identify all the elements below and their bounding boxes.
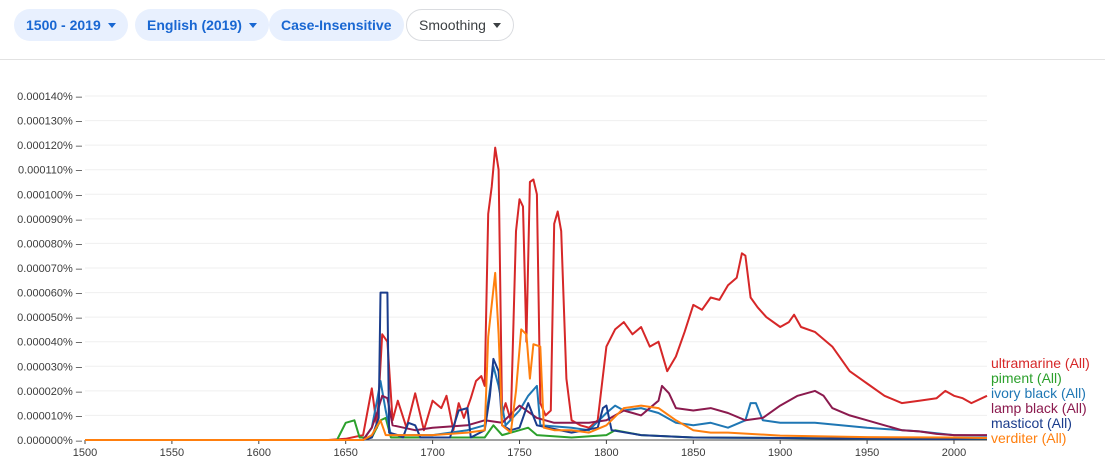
y-tick-label: 0.000110% – — [18, 165, 83, 177]
corpus-dropdown[interactable]: English (2019) — [135, 9, 269, 41]
chart-legend: ultramarine (All)piment (All)ivory black… — [991, 355, 1090, 446]
chevron-down-icon — [107, 22, 116, 28]
series-line-masticot[interactable] — [85, 291, 988, 441]
y-axis: 0.000000% – 0.000010% – 0.000020% – 0.00003… — [17, 91, 83, 447]
x-tick-label: 1850 — [681, 447, 705, 459]
x-tick-label: 1900 — [768, 447, 792, 459]
y-tick-label: 0.000100% – — [17, 189, 83, 201]
x-tick-label: 2000 — [942, 447, 966, 459]
y-tick-label: 0.000130% – — [17, 116, 83, 128]
case-insensitive-toggle[interactable]: Case-Insensitive — [269, 9, 404, 41]
legend-piment[interactable]: piment (All) — [991, 370, 1062, 386]
case-label: Case-Insensitive — [281, 17, 392, 33]
legend-lamp-black[interactable]: lamp black (All) — [991, 400, 1087, 416]
legend-ultramarine[interactable]: ultramarine (All) — [991, 355, 1090, 371]
y-tick-label: 0.000010% – — [17, 410, 83, 422]
x-tick-label: 1550 — [160, 447, 184, 459]
chevron-down-icon — [248, 22, 257, 28]
legend-ivory-black[interactable]: ivory black (All) — [991, 385, 1086, 401]
y-tick-label: 0.000120% – — [17, 140, 83, 152]
y-tick-label: 0.000000% – — [17, 435, 83, 447]
y-tick-label: 0.000080% – — [17, 238, 83, 250]
y-tick-label: 0.000070% – — [17, 263, 83, 275]
y-tick-label: 0.000060% – — [17, 288, 83, 300]
y-tick-label: 0.000030% – — [17, 361, 83, 373]
chart-series — [85, 146, 988, 441]
year-range-label: 1500 - 2019 — [26, 17, 101, 33]
series-line-lamp-black[interactable] — [85, 384, 987, 441]
corpus-label: English (2019) — [147, 17, 242, 33]
y-tick-label: 0.000040% – — [17, 337, 83, 349]
x-tick-label: 1800 — [594, 447, 618, 459]
x-tick-label: 1650 — [333, 447, 357, 459]
x-tick-label: 1600 — [247, 447, 271, 459]
series-line-ultramarine[interactable] — [85, 146, 988, 441]
ngram-chart: 0.000000% – 0.000010% – 0.000020% – 0.00003… — [17, 91, 1090, 459]
x-axis: 1500 1550 1600 1650 1700 1750 1800 1850 1900 1950… — [73, 439, 987, 459]
y-tick-label: 0.000090% – — [17, 214, 83, 226]
chevron-down-icon — [492, 22, 501, 28]
x-tick-label: 1500 — [73, 447, 97, 459]
smoothing-dropdown[interactable]: Smoothing — [406, 9, 514, 41]
y-tick-label: 0.000140% – — [17, 91, 83, 103]
y-tick-label: 0.000050% – — [17, 312, 83, 324]
x-tick-label: 1750 — [507, 447, 531, 459]
x-tick-label: 1950 — [855, 447, 879, 459]
x-tick-label: 1700 — [420, 447, 444, 459]
smoothing-label: Smoothing — [419, 17, 486, 33]
series-line-verditer[interactable] — [85, 271, 988, 441]
legend-masticot[interactable]: masticot (All) — [991, 415, 1072, 431]
series-line-ivory-black[interactable] — [85, 365, 988, 441]
y-tick-label: 0.000020% – — [17, 386, 83, 398]
toolbar: 1500 - 2019 English (2019) Case-Insensit… — [0, 0, 1105, 60]
year-range-dropdown[interactable]: 1500 - 2019 — [14, 9, 128, 41]
chart-grid — [85, 95, 987, 441]
legend-verditer[interactable]: verditer (All) — [991, 430, 1066, 446]
